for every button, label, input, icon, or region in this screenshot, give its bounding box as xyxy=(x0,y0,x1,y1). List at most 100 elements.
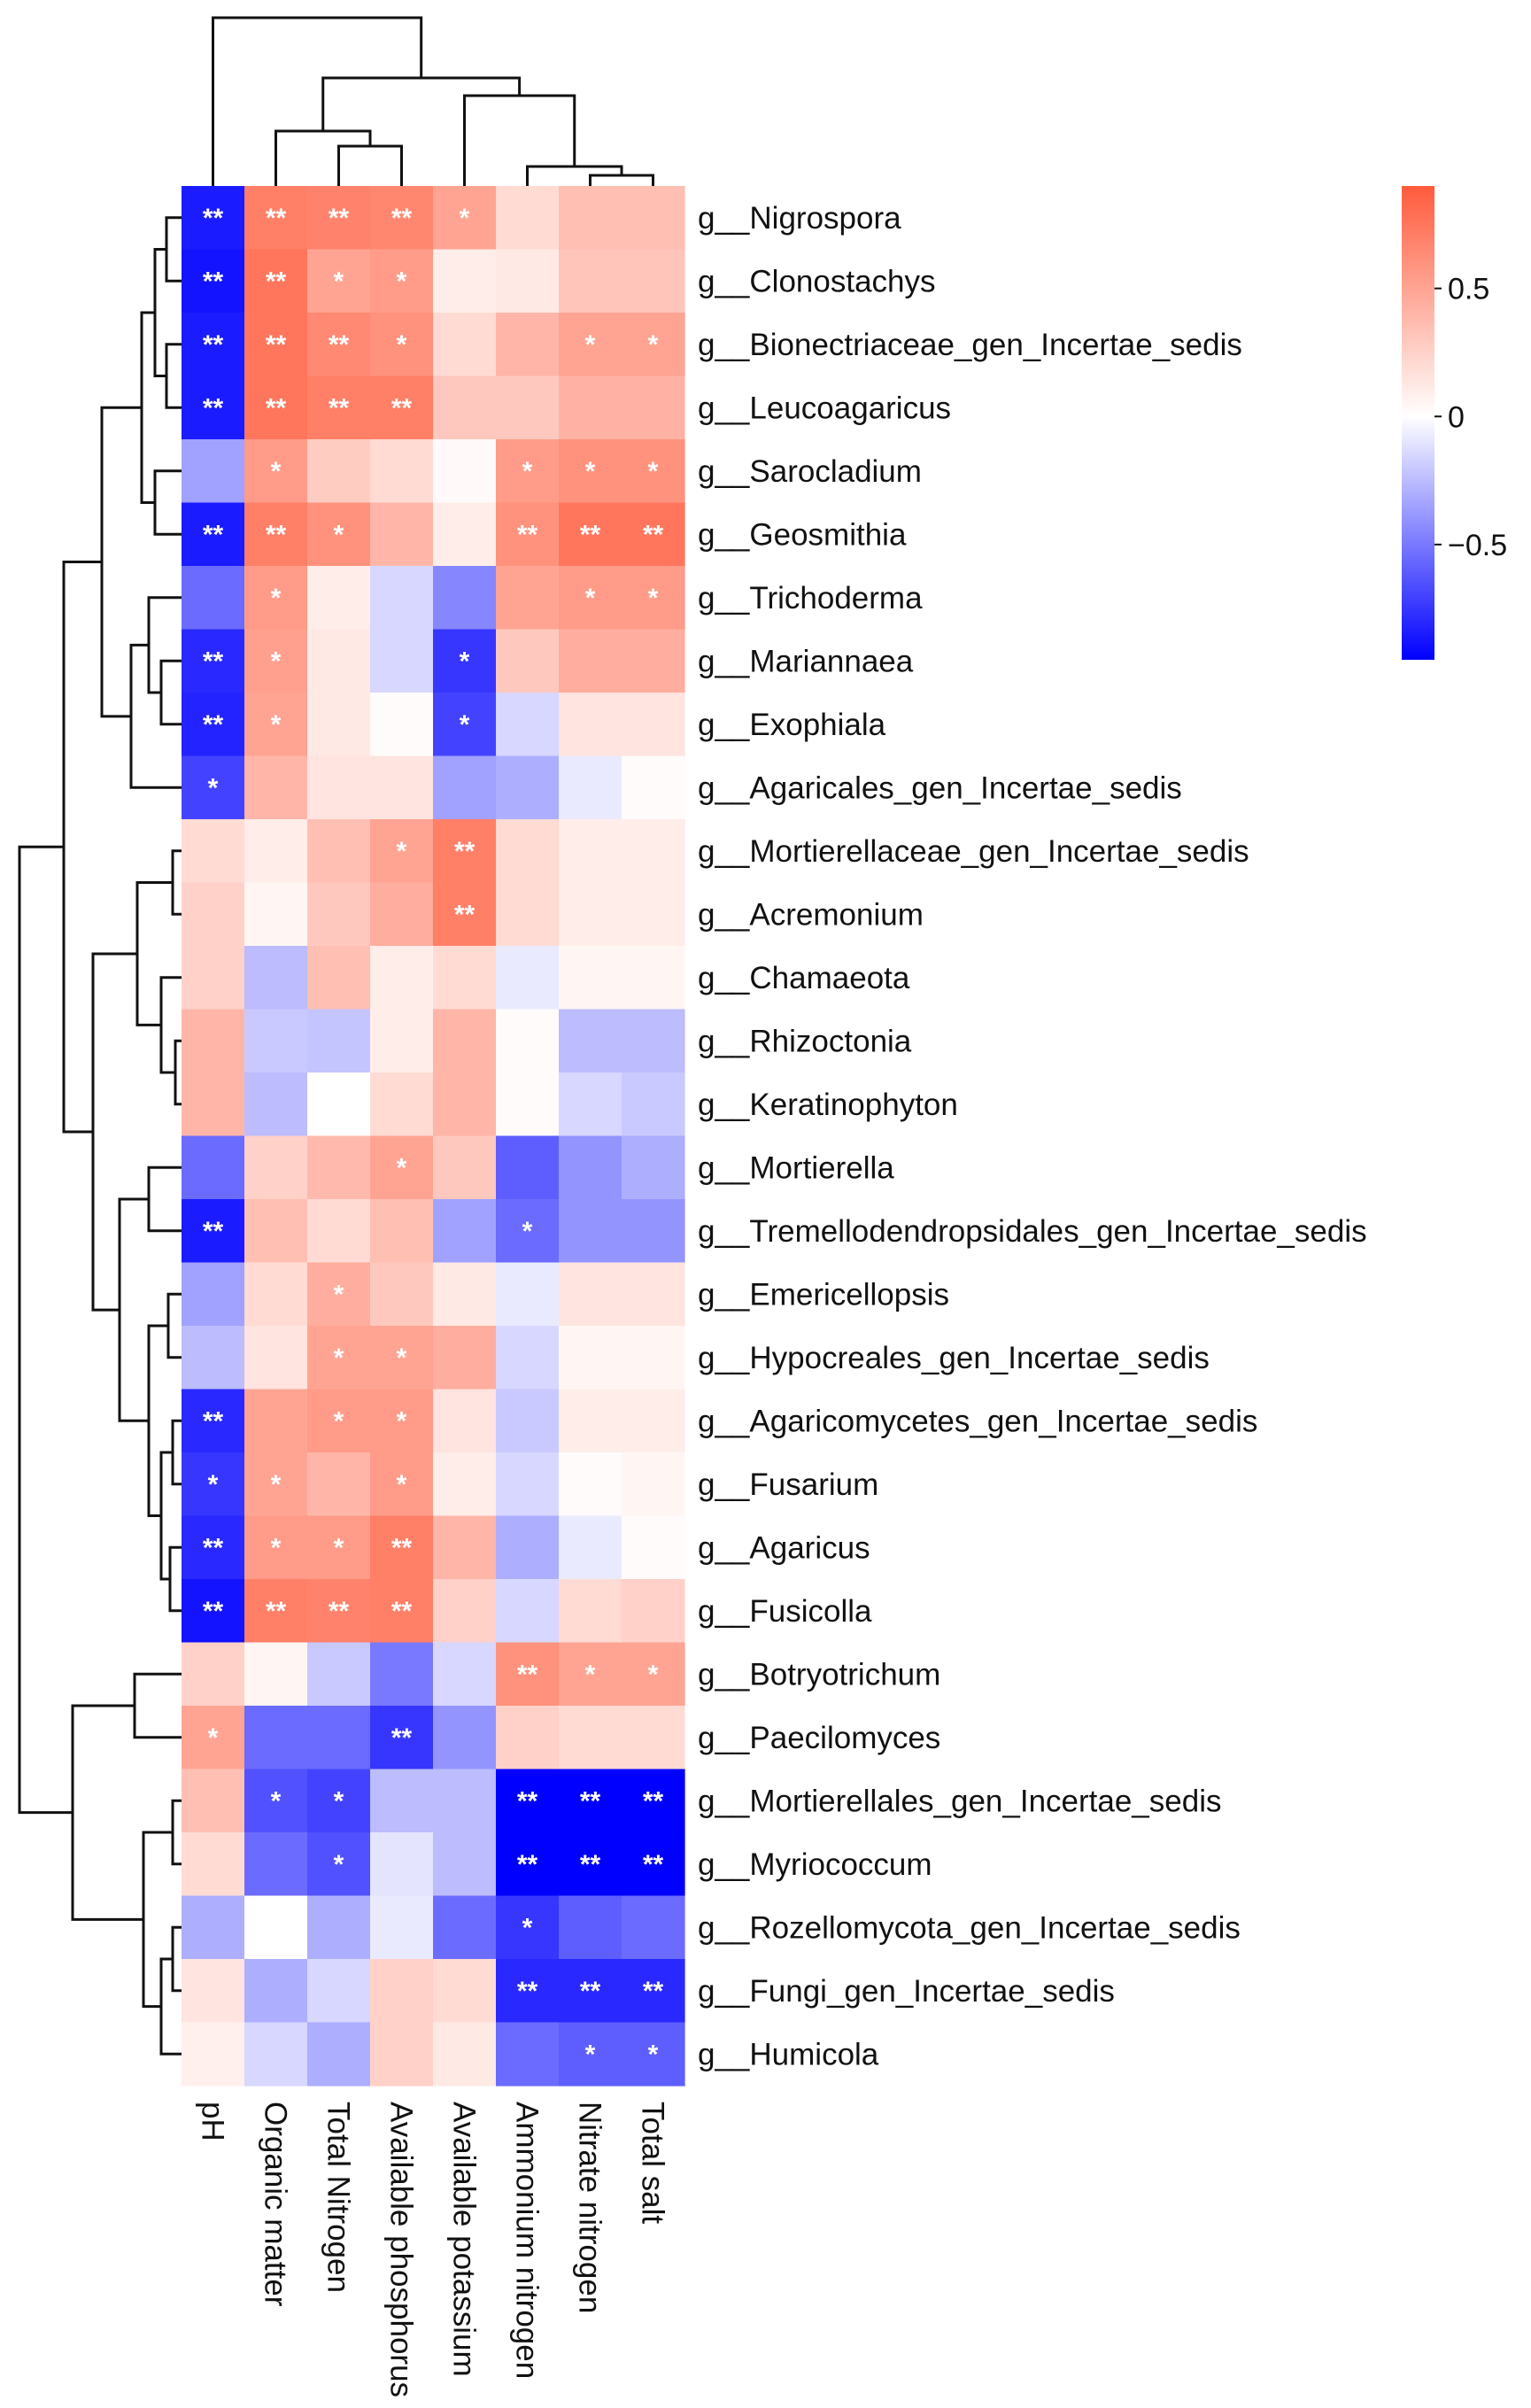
row-label: g__Rozellomycota_gen_Incertae_sedis xyxy=(698,1910,1241,1945)
heatmap-cell xyxy=(559,946,622,1010)
heatmap-cell xyxy=(559,1009,622,1073)
significance-mark: * xyxy=(585,457,596,486)
heatmap-cell xyxy=(307,1262,371,1327)
heatmap-cell xyxy=(433,1326,497,1390)
heatmap-cell xyxy=(496,819,560,884)
heatmap-cell xyxy=(433,1579,497,1644)
heatmap-cell xyxy=(244,819,308,884)
heatmap-cell xyxy=(496,1072,560,1137)
heatmap-cell xyxy=(496,249,560,314)
significance-mark: * xyxy=(522,457,533,486)
heatmap-cell xyxy=(307,1706,371,1770)
heatmap-cell xyxy=(559,1832,622,1897)
heatmap-cell xyxy=(496,882,560,947)
heatmap-cell xyxy=(182,502,245,567)
significance-mark: * xyxy=(271,584,282,613)
heatmap-cell xyxy=(182,376,245,440)
heatmap-cell xyxy=(433,186,497,251)
heatmap-cell xyxy=(244,1642,308,1707)
significance-mark: * xyxy=(397,1406,407,1436)
heatmap-cell xyxy=(559,2022,622,2087)
heatmap-cell xyxy=(244,946,308,1010)
heatmap-cell xyxy=(433,1642,497,1707)
significance-mark: * xyxy=(397,837,407,866)
dendrogram-branch xyxy=(589,174,654,186)
heatmap-cell xyxy=(307,1642,371,1707)
heatmap-cell xyxy=(307,186,371,251)
heatmap-cell xyxy=(433,629,497,693)
heatmap-cell xyxy=(622,1262,685,1327)
heatmap-cell xyxy=(433,819,497,884)
heatmap-cell xyxy=(622,946,685,1010)
column-label: Total salt xyxy=(636,2102,670,2224)
row-labels: g__Nigrospora g__Clonostachys g__Bionectri… xyxy=(698,201,1367,2072)
heatmap-cell xyxy=(370,439,434,504)
heatmap-cell xyxy=(496,1135,560,1200)
heatmap-cell xyxy=(244,502,308,567)
heatmap-cell xyxy=(433,566,497,631)
significance-mark: ** xyxy=(643,1786,664,1816)
heatmap-cell xyxy=(307,819,371,884)
heatmap-cell xyxy=(370,1009,434,1073)
heatmap-cell xyxy=(559,1452,622,1517)
row-label: g__Clonostachys xyxy=(698,264,936,298)
heatmap-cell xyxy=(496,1832,560,1897)
heatmap-cell xyxy=(244,2022,308,2087)
row-label: g__Humicola xyxy=(698,2037,879,2071)
heatmap-cell xyxy=(307,1579,371,1644)
significance-mark: * xyxy=(271,647,282,676)
heatmap-cell xyxy=(433,882,497,947)
dendrogram-branch xyxy=(171,1925,182,1993)
heatmap-cell xyxy=(622,1135,685,1200)
heatmap-cell xyxy=(559,249,622,314)
heatmap-cell xyxy=(307,1389,371,1453)
significance-mark: ** xyxy=(517,1786,538,1816)
significance-mark: * xyxy=(208,773,219,802)
significance-mark: ** xyxy=(266,330,287,360)
heatmap-cell xyxy=(433,313,497,377)
heatmap-cell xyxy=(622,755,685,820)
heatmap-cell xyxy=(496,566,560,631)
heatmap-cell xyxy=(370,1832,434,1897)
significance-mark: * xyxy=(397,1153,407,1182)
row-label: g__Mortierellaceae_gen_Incertae_sedis xyxy=(698,834,1249,869)
row-label: g__Botryotrichum xyxy=(698,1657,940,1692)
heatmap-cell xyxy=(433,502,497,567)
significance-mark: ** xyxy=(203,1597,224,1626)
significance-mark: * xyxy=(334,267,344,296)
heatmap-cell xyxy=(622,693,685,757)
heatmap-cell xyxy=(622,1389,685,1453)
heatmap-cell xyxy=(244,1199,308,1264)
heatmap-cell xyxy=(244,1959,308,2024)
significance-mark: ** xyxy=(517,1850,538,1879)
significance-mark: * xyxy=(271,1533,282,1562)
heatmap-cell xyxy=(622,1769,685,1833)
heatmap-cell xyxy=(307,376,371,440)
heatmap-cell xyxy=(559,1706,622,1770)
dendrogram-branch xyxy=(165,343,182,409)
heatmap-cell xyxy=(496,1326,560,1390)
heatmap-cell xyxy=(433,1706,497,1770)
dendrogram-branch xyxy=(135,881,173,1026)
heatmap-cell xyxy=(496,629,560,693)
heatmap-cell xyxy=(307,1326,371,1390)
dendrogram-branch xyxy=(118,1197,149,1422)
significance-mark: * xyxy=(648,1660,659,1689)
significance-mark: * xyxy=(334,1406,344,1436)
significance-mark: * xyxy=(271,1786,282,1816)
significance-mark: * xyxy=(334,1280,344,1309)
dendrogram-branch xyxy=(168,1545,182,1613)
significance-mark: * xyxy=(648,584,659,613)
heatmap-cell xyxy=(182,1515,245,1580)
heatmap-cell xyxy=(370,2022,434,2087)
heatmap-cell xyxy=(370,1326,434,1390)
heatmap-cell xyxy=(433,1769,497,1833)
heatmap-cell xyxy=(370,1769,434,1833)
heatmap-cell xyxy=(182,1642,245,1707)
heatmap-cell xyxy=(622,1326,685,1390)
heatmap-cell xyxy=(370,1135,434,1200)
heatmap-cell xyxy=(496,1579,560,1644)
heatmap-cell xyxy=(433,1199,497,1264)
significance-mark: * xyxy=(397,1343,407,1373)
